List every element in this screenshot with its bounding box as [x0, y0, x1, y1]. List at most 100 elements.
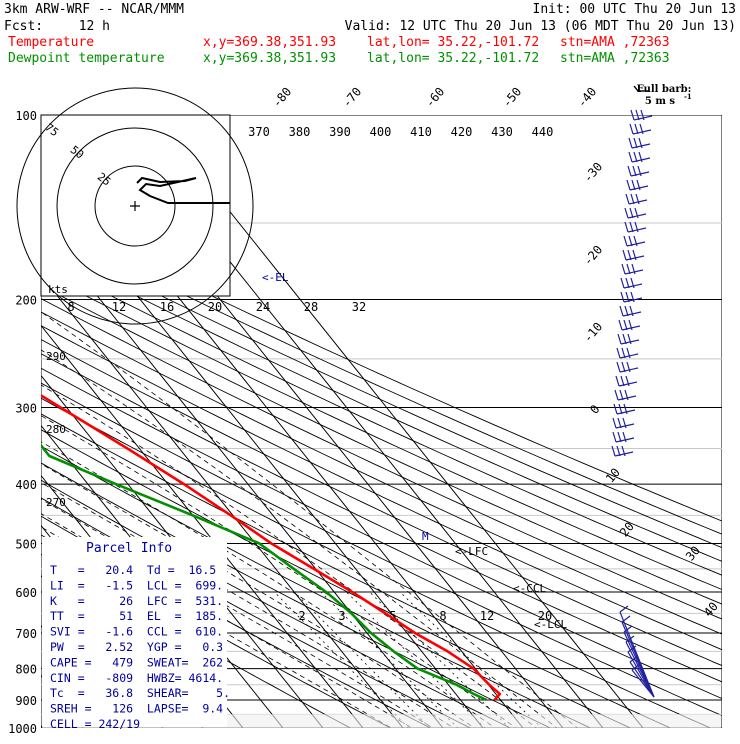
wind-barb-icon	[624, 221, 647, 233]
lfc-marker: <-LFC	[455, 545, 488, 558]
wind-barb-icon	[612, 431, 635, 443]
isotherm-line	[41, 624, 124, 728]
parcel-info-title: Parcel Info	[86, 541, 172, 556]
mixing-ratio-label-lower: 12	[480, 609, 494, 623]
mixing-ratio-line	[346, 591, 486, 728]
theta-label: 420	[451, 125, 473, 139]
pressure-label: 700	[15, 627, 37, 641]
theta-label-left: 280	[46, 423, 66, 436]
el-marker: <-EL	[262, 271, 289, 284]
isotherm-line	[41, 274, 404, 728]
theta-label: 410	[410, 125, 432, 139]
dry-adiabat	[41, 223, 722, 535]
theta-label: 400	[370, 125, 392, 139]
pressure-label: 400	[15, 478, 37, 492]
dry-adiabat	[41, 353, 722, 683]
theta-label: 390	[329, 125, 351, 139]
theta-label-left: 290	[46, 350, 66, 363]
mixing-ratio-line	[320, 591, 459, 728]
parcel-info-row: Tc = 36.8 SHEAR= 5.	[50, 686, 230, 700]
wind-barb-icon	[623, 235, 646, 247]
wind-barb-icon	[622, 249, 645, 261]
theta-label-left: 270	[46, 496, 66, 509]
isotherm-line	[41, 374, 324, 728]
ccl-marker: <-CCL	[513, 582, 546, 595]
wind-barb-icon	[619, 305, 642, 317]
legend-dewpoint-name: Dewpoint temperature	[8, 51, 165, 66]
dry-adiabat	[41, 367, 722, 700]
pressure-label: 800	[15, 663, 37, 677]
pressure-label: 600	[15, 586, 37, 600]
mixing-ratio-label-lower: 20	[538, 609, 552, 623]
parcel-info-row: PW = 2.52 YGP = 0.3	[50, 640, 223, 654]
temperature-trace	[41, 393, 502, 701]
fcst-value: 12 h	[79, 19, 110, 34]
wind-barb-icon	[627, 165, 650, 177]
parcel-info-row: SREH = 126 LAPSE= 9.4	[50, 702, 223, 716]
wind-barb-icon	[624, 207, 647, 219]
wind-barb-icon	[628, 137, 651, 149]
barb-legend-title: Full barb:	[637, 84, 692, 95]
hodo-center-icon	[130, 201, 140, 211]
mixing-ratio-label: 16	[160, 300, 174, 314]
mixing-ratio-label-lower: 3	[338, 609, 345, 623]
wind-barb-icon	[614, 389, 637, 401]
mixing-ratio-line	[274, 591, 410, 728]
pressure-label: 300	[15, 401, 37, 415]
moist-adiabat	[41, 311, 578, 728]
mixing-ratio-line	[294, 591, 431, 728]
wind-barb-icon	[626, 179, 649, 191]
wind-barb-icon	[611, 445, 634, 457]
theta-label: 370	[248, 125, 270, 139]
theta-label: 430	[491, 125, 513, 139]
wind-barb-icon	[620, 277, 643, 289]
dry-adiabat	[41, 211, 722, 522]
wind-barb-icon	[613, 403, 636, 415]
hodo-ring-label-50: 50	[68, 143, 86, 161]
init-time: Init: 00 UTC Thu 20 Jun 13	[533, 2, 737, 17]
legend-temperature-stn: stn=AMA ,72363	[560, 35, 670, 50]
dry-adiabat	[41, 338, 722, 667]
isotherm-line	[41, 324, 364, 728]
parcel-info-row: CELL = 242/19	[50, 717, 140, 731]
hodo-ring	[94, 165, 176, 247]
dry-adiabat	[41, 397, 712, 728]
wind-barb-icon	[615, 375, 638, 387]
wind-barb-icon	[629, 123, 652, 135]
barb-legend-value: 5 m s	[645, 96, 676, 107]
pressure-label: 100	[15, 109, 37, 123]
isotherm-line	[152, 115, 644, 728]
hodo-ring-label-75: 75	[43, 121, 61, 139]
m-marker: M	[422, 530, 429, 543]
dry-adiabat	[41, 298, 722, 620]
mixing-ratio-label-lower: 8	[439, 609, 446, 623]
wind-barb-icon	[625, 193, 648, 205]
hodo-units: kts	[48, 283, 68, 296]
parcel-info-row: SVI = -1.6 CCL = 610.	[50, 625, 223, 639]
wind-barb-icon	[631, 663, 655, 698]
wind-barbs	[611, 109, 655, 698]
pressure-axis: 100 200 300 400 500 600 700 800 900 1000	[8, 109, 37, 736]
barb-legend-glyph	[633, 85, 648, 92]
moist-adiabat	[41, 463, 476, 728]
pressure-label: 200	[15, 294, 37, 308]
dry-adiabat	[41, 325, 722, 651]
dry-adiabat	[41, 272, 722, 591]
mixing-ratio-label-lower: 5	[389, 609, 396, 623]
parcel-info-row: CAPE = 479 SWEAT= 262	[50, 655, 223, 669]
pressure-label: 1000	[8, 722, 37, 736]
dewpoint-trace	[41, 443, 488, 702]
dry-adiabat	[41, 259, 722, 576]
moist-adiabat	[41, 482, 455, 728]
parcel-info-row: CIN = -809 HWBZ= 4614.	[50, 671, 223, 685]
pressure-label: 500	[15, 537, 37, 551]
legend-dewpoint-latlon: lat,lon= 35.22,-101.72	[367, 51, 539, 66]
wind-barb-icon	[630, 109, 653, 121]
moist-adiabat	[41, 526, 393, 728]
legend-temperature-latlon: lat,lon= 35.22,-101.72	[367, 35, 539, 50]
dry-adiabat	[41, 445, 592, 728]
dry-adiabat	[41, 311, 722, 635]
lcl-marker: <-LCL	[534, 618, 567, 631]
hodo-ring	[16, 87, 254, 325]
